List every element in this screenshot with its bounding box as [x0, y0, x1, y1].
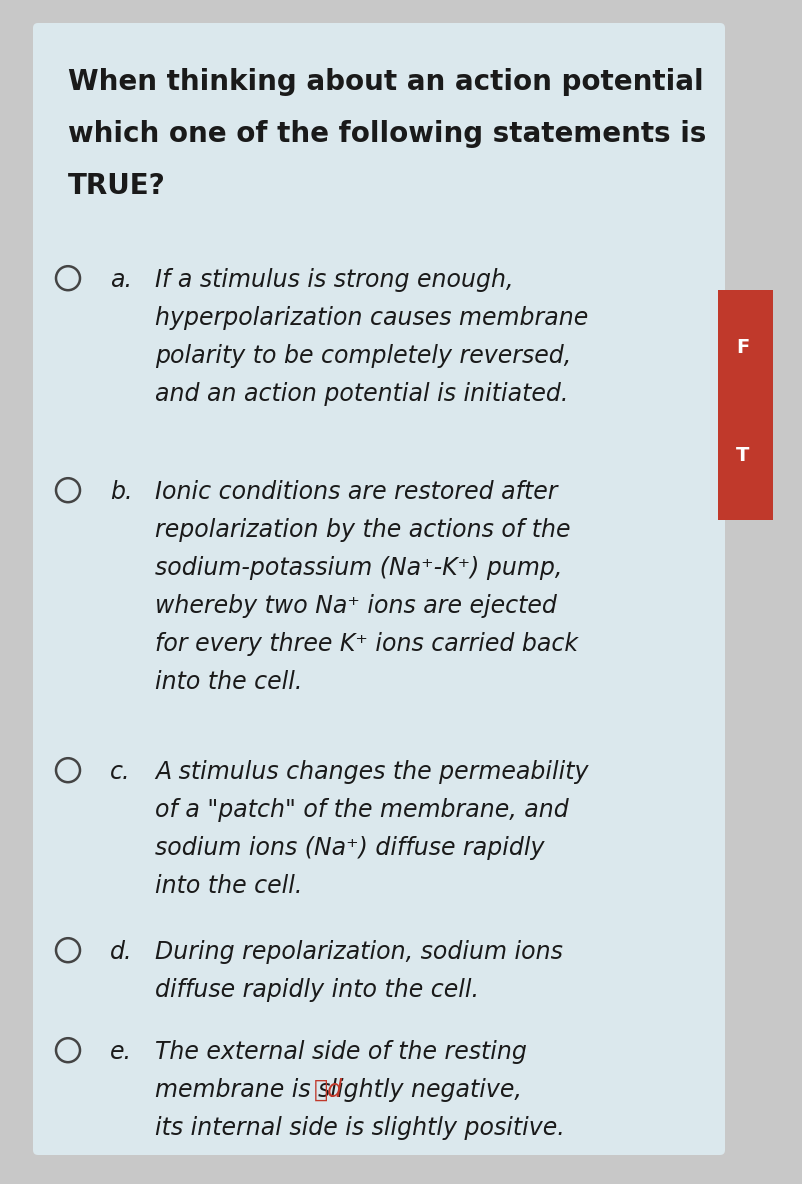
Text: repolarization by the actions of the: repolarization by the actions of the — [155, 519, 570, 542]
Text: d.: d. — [110, 940, 132, 964]
Text: During repolarization, sodium ions: During repolarization, sodium ions — [155, 940, 563, 964]
Text: The external side of the resting: The external side of the resting — [155, 1040, 527, 1064]
Text: Ionic conditions are restored after: Ionic conditions are restored after — [155, 480, 557, 504]
Text: If a stimulus is strong enough,: If a stimulus is strong enough, — [155, 268, 513, 292]
Text: into the cell.: into the cell. — [155, 874, 302, 897]
Text: which one of the following statements is: which one of the following statements is — [68, 120, 707, 148]
Text: e.: e. — [110, 1040, 132, 1064]
Text: b.: b. — [110, 480, 132, 504]
Text: polarity to be completely reversed,: polarity to be completely reversed, — [155, 345, 571, 368]
Text: A stimulus changes the permeability: A stimulus changes the permeability — [155, 760, 589, 784]
Text: c.: c. — [110, 760, 131, 784]
Text: its internal side is slightly positive.: its internal side is slightly positive. — [155, 1117, 565, 1140]
Text: and an action potential is initiated.: and an action potential is initiated. — [155, 382, 569, 406]
Text: membrane is slightly negative,: membrane is slightly negative, — [155, 1077, 529, 1102]
Text: of a "patch" of the membrane, and: of a "patch" of the membrane, and — [155, 798, 569, 822]
Text: diffuse rapidly into the cell.: diffuse rapidly into the cell. — [155, 978, 479, 1002]
FancyBboxPatch shape — [33, 22, 725, 1156]
FancyBboxPatch shape — [718, 290, 773, 520]
Text: a.: a. — [110, 268, 132, 292]
Text: whereby two Na⁺ ions are ejected: whereby two Na⁺ ions are ejected — [155, 594, 557, 618]
Text: into the cell.: into the cell. — [155, 670, 302, 694]
Text: T: T — [736, 446, 749, 465]
Text: sodium ions (Na⁺) diffuse rapidly: sodium ions (Na⁺) diffuse rapidly — [155, 836, 545, 860]
Text: ⛔d: ⛔d — [314, 1077, 343, 1102]
Text: for every three K⁺ ions carried back: for every three K⁺ ions carried back — [155, 632, 578, 656]
Text: F: F — [736, 337, 749, 358]
Text: hyperpolarization causes membrane: hyperpolarization causes membrane — [155, 305, 588, 330]
Text: When thinking about an action potential: When thinking about an action potential — [68, 67, 703, 96]
Text: sodium-potassium (Na⁺-K⁺) pump,: sodium-potassium (Na⁺-K⁺) pump, — [155, 556, 562, 580]
Text: TRUE?: TRUE? — [68, 172, 166, 200]
